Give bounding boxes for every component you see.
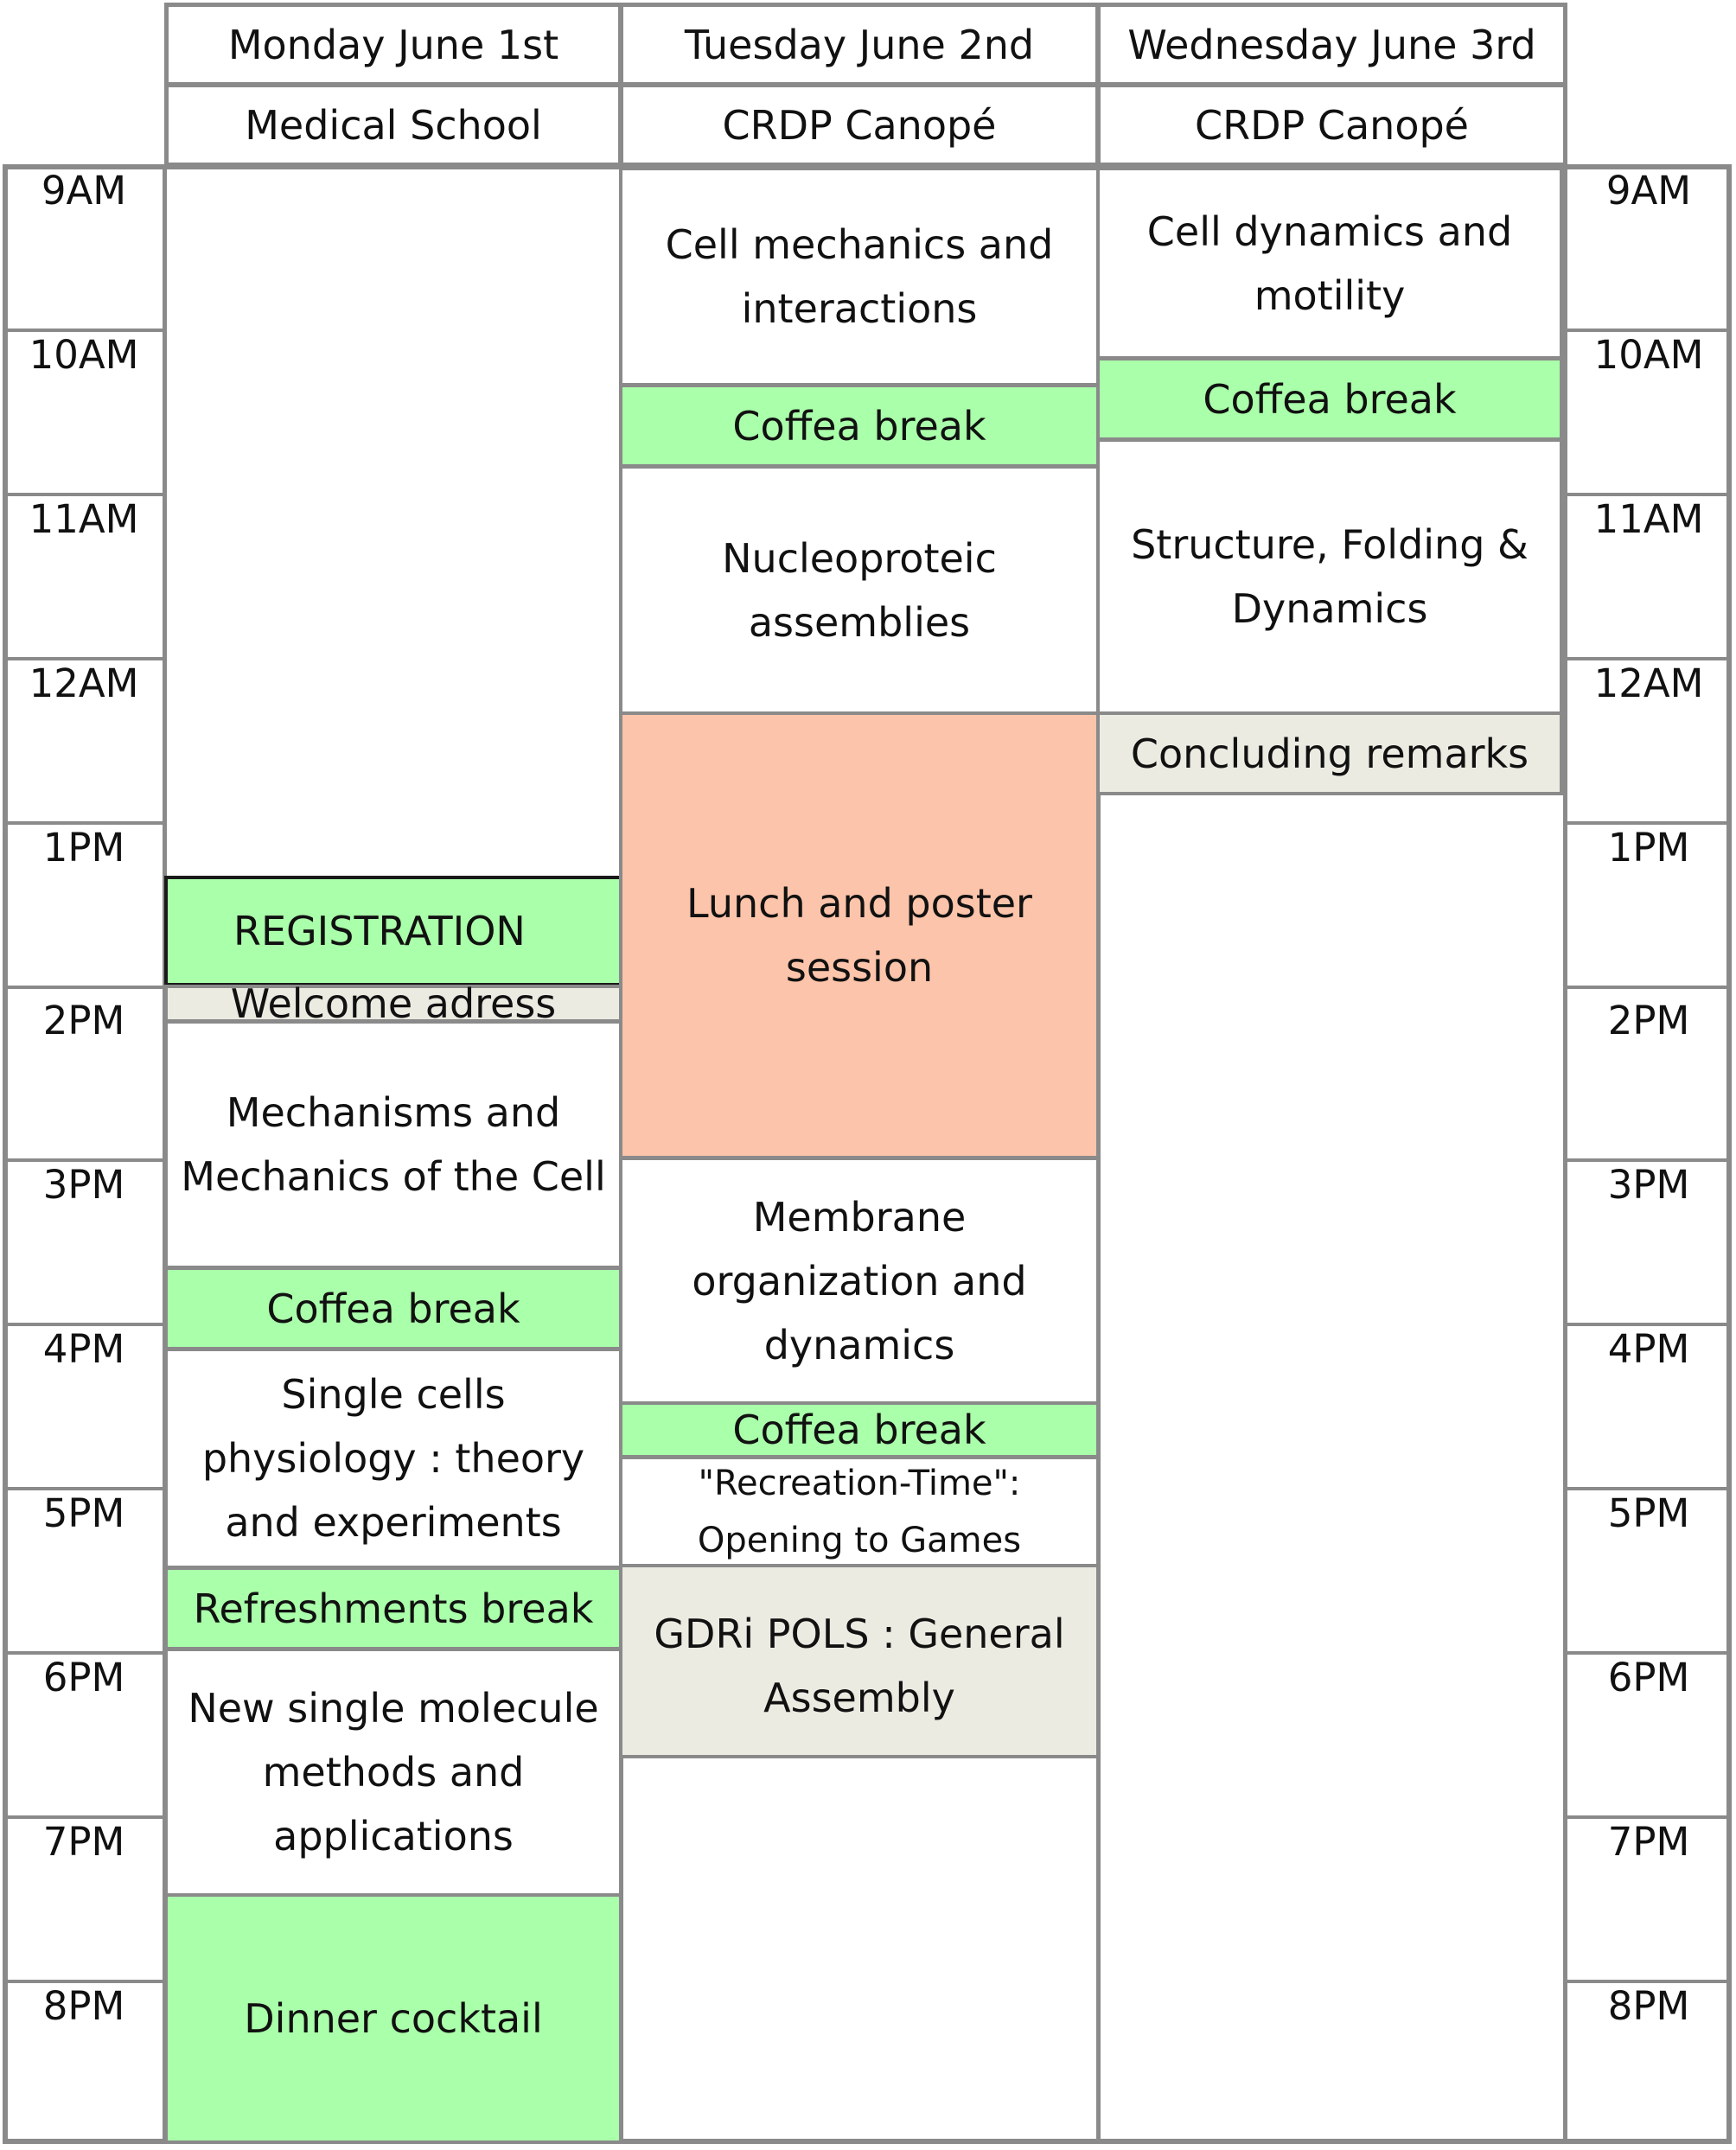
day-header-monday: Monday June 1st	[164, 3, 622, 86]
session-structure-folding: Structure, Folding & Dynamics	[1096, 438, 1563, 715]
venue-name: CRDP Canopé	[722, 101, 997, 149]
session-title: Cell mechanics and interactions	[665, 221, 1054, 332]
time-label: 11AM	[1593, 496, 1704, 542]
concluding-remarks-slot: Concluding remarks	[1096, 711, 1563, 795]
time-label: 10AM	[1593, 332, 1704, 378]
session-single-molecule: New single molecule methods and applicat…	[164, 1648, 622, 1897]
hour-line	[5, 986, 164, 989]
hour-line	[5, 1323, 164, 1326]
general-assembly-slot: GDRi POLS : General Assembly	[619, 1564, 1100, 1758]
session-title: Refreshments break	[193, 1585, 594, 1632]
time-label: 3PM	[1607, 1162, 1690, 1208]
session-title: Structure, Folding & Dynamics	[1131, 521, 1529, 632]
session-title: Single cells physiology : theory and exp…	[201, 1371, 585, 1546]
time-label: 12AM	[29, 660, 139, 706]
session-cell-dynamics: Cell dynamics and motility	[1096, 167, 1563, 360]
hour-line	[5, 1980, 164, 1983]
session-title: "Recreation-Time": Opening to Games	[697, 1463, 1022, 1560]
lunch-poster-slot: Lunch and poster session	[619, 711, 1100, 1159]
time-label: 2PM	[1607, 998, 1690, 1043]
session-title: REGISTRATION	[233, 908, 526, 954]
time-label: 1PM	[1607, 825, 1690, 871]
session-title: Mechanisms and Mechanics of the Cell	[181, 1089, 606, 1200]
coffee-break-slot: Coffea break	[1096, 357, 1563, 441]
day-date: Monday June 1st	[227, 21, 559, 68]
time-label: 11AM	[29, 496, 139, 542]
refreshments-break-slot: Refreshments break	[164, 1566, 622, 1650]
hour-line	[1565, 329, 1729, 332]
time-label: 3PM	[42, 1162, 125, 1208]
coffee-break-slot: Coffea break	[164, 1266, 622, 1350]
time-label: 9AM	[41, 168, 127, 214]
session-title: Dinner cocktail	[244, 1995, 543, 2042]
venue-header-wednesday: CRDP Canopé	[1096, 83, 1567, 167]
hour-line	[5, 493, 164, 496]
session-title: Concluding remarks	[1130, 730, 1529, 777]
hour-line	[5, 1487, 164, 1490]
hour-line	[5, 821, 164, 825]
session-title: Lunch and poster session	[686, 880, 1032, 991]
hour-line	[1565, 1815, 1729, 1819]
time-label: 5PM	[42, 1490, 125, 1536]
dinner-cocktail-slot: Dinner cocktail	[164, 1893, 622, 2144]
session-title: Coffea break	[1203, 375, 1457, 423]
day-date: Wednesday June 3rd	[1127, 21, 1536, 68]
session-single-cells: Single cells physiology : theory and exp…	[164, 1348, 622, 1569]
hour-line	[1565, 1651, 1729, 1655]
venue-name: CRDP Canopé	[1195, 101, 1469, 149]
time-label: 5PM	[1607, 1490, 1690, 1536]
venue-name: Medical School	[245, 101, 542, 149]
hour-line	[1565, 1158, 1729, 1162]
registration-slot: REGISTRATION	[164, 876, 622, 986]
day-header-tuesday: Tuesday June 2nd	[619, 3, 1100, 86]
session-title: New single molecule methods and applicat…	[188, 1685, 599, 1860]
session-title: GDRi POLS : General Assembly	[654, 1611, 1065, 1721]
session-title: Coffea break	[266, 1285, 520, 1332]
welcome-address-slot: Welcome adress	[164, 980, 622, 1027]
hour-line	[5, 1651, 164, 1655]
session-membrane: Membrane organization and dynamics	[619, 1157, 1100, 1405]
hour-line	[5, 657, 164, 660]
time-label: 12AM	[1593, 660, 1704, 706]
time-label: 10AM	[29, 332, 139, 378]
hour-line	[1565, 1487, 1729, 1490]
session-recreation: "Recreation-Time": Opening to Games	[619, 1456, 1100, 1567]
time-label: 6PM	[1607, 1655, 1690, 1700]
hour-line	[1565, 1980, 1729, 1983]
session-title: Coffea break	[732, 402, 986, 450]
time-column-divider-right	[1563, 164, 1567, 2144]
time-label: 8PM	[1607, 1983, 1690, 2029]
time-label: 2PM	[42, 998, 125, 1043]
time-label: 4PM	[42, 1326, 125, 1372]
time-label: 6PM	[42, 1655, 125, 1700]
session-title: Nucleoproteic assemblies	[722, 534, 997, 646]
time-label: 4PM	[1607, 1326, 1690, 1372]
session-title: Membrane organization and dynamics	[692, 1193, 1027, 1368]
session-title: Cell dynamics and motility	[1146, 207, 1513, 319]
time-label: 9AM	[1605, 168, 1692, 214]
coffee-break-slot: Coffea break	[619, 1401, 1100, 1458]
hour-line	[5, 1158, 164, 1162]
time-label: 1PM	[42, 825, 125, 871]
day-date: Tuesday June 2nd	[684, 21, 1035, 68]
venue-header-tuesday: CRDP Canopé	[619, 83, 1100, 167]
session-nucleoproteic: Nucleoproteic assemblies	[619, 465, 1100, 715]
hour-line	[1565, 986, 1729, 989]
hour-line	[5, 1815, 164, 1819]
hour-line	[1565, 493, 1729, 496]
venue-header-monday: Medical School	[164, 83, 622, 167]
hour-line	[1565, 1323, 1729, 1326]
hour-line	[1565, 821, 1729, 825]
coffee-break-slot: Coffea break	[619, 384, 1100, 468]
time-label: 7PM	[1607, 1819, 1690, 1865]
session-mechanisms: Mechanisms and Mechanics of the Cell	[164, 1020, 622, 1269]
hour-line	[5, 329, 164, 332]
session-title: Welcome adress	[230, 980, 557, 1027]
day-header-wednesday: Wednesday June 3rd	[1096, 3, 1567, 86]
time-label: 7PM	[42, 1819, 125, 1865]
hour-line	[1565, 657, 1729, 660]
session-title: Coffea break	[732, 1407, 986, 1453]
session-cell-mechanics: Cell mechanics and interactions	[619, 167, 1100, 386]
time-label: 8PM	[42, 1983, 125, 2029]
